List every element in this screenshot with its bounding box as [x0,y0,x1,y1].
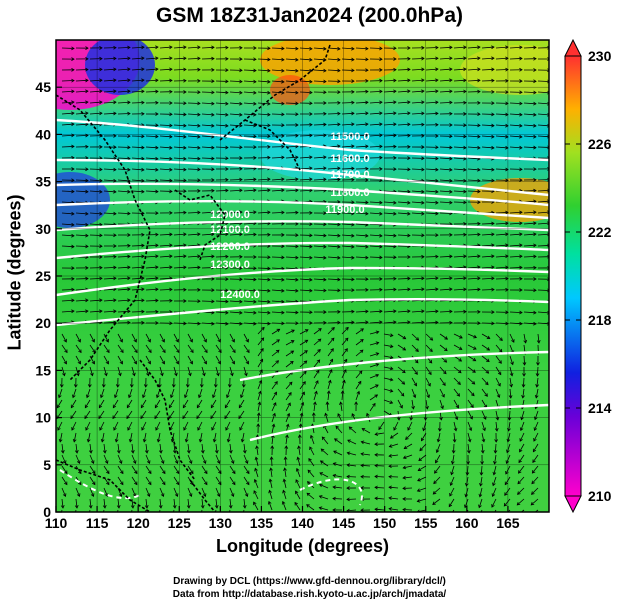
y-tick-label: 20 [35,315,51,331]
colorbar-tick-label: 226 [588,136,612,152]
y-tick-label: 5 [43,457,51,473]
contour-label: 12000.0 [210,209,250,221]
height-contour [239,350,549,382]
x-tick-label: 150 [373,515,397,531]
x-axis: 110 115 120 125 130 135 140 145 150 155 160 165 [45,506,520,531]
contour-label: 11700.0 [330,169,369,181]
height-contour [56,297,549,327]
colorbar: 210 214 218 222 226 230 [564,38,612,514]
y-tick-label: 10 [35,410,51,426]
height-contour [56,158,549,197]
contour-label: 11900.0 [325,204,364,216]
colorbar-tick-label: 218 [588,312,612,328]
contour-label: 12400.0 [220,289,260,301]
contour-label: 11600.0 [330,153,369,165]
y-axis: 0 5 10 15 20 25 30 35 40 45 [35,79,62,520]
contour-label: 11500.0 [330,131,369,143]
colorbar-tick-label: 230 [588,48,612,64]
height-contour [56,266,549,297]
y-tick-label: 45 [35,79,51,95]
height-contour [56,200,549,220]
x-tick-label: 110 [45,515,68,531]
chart-title: GSM 18Z31Jan2024 (200.0hPa) [155,4,463,27]
y-tick-label: 35 [35,174,51,190]
map-field: 11500.0 11600.0 11700.0 11800.0 11900.0 12000… [56,40,549,512]
height-contour [56,220,549,232]
contour-label: 12200.0 [210,241,250,253]
credit-drawing: Drawing by DCL (https://www.gfd-dennou.o… [173,576,446,587]
x-tick-label: 130 [209,515,233,531]
x-axis-label: Longitude (degrees) [215,536,389,556]
height-contours: 11500.0 11600.0 11700.0 11800.0 11900.0 12000… [56,118,549,506]
x-tick-label: 155 [414,515,438,531]
contour-label: 11800.0 [330,187,369,199]
x-tick-label: 115 [86,515,109,531]
colorbar-scale [564,55,582,497]
y-axis-label: Latitude (degrees) [4,194,25,351]
contour-label: 12100.0 [210,224,250,236]
y-tick-label: 25 [35,268,51,284]
colorbar-tick-label: 210 [588,488,612,504]
x-tick-label: 120 [126,515,150,531]
x-tick-label: 145 [332,515,356,531]
height-contour [56,182,549,207]
y-tick-label: 40 [35,126,51,142]
credit-data: Data from http://database.rish.kyoto-u.a… [172,589,447,600]
y-tick-label: 0 [43,504,51,520]
y-tick-label: 15 [35,362,51,378]
contour-label: 12300.0 [210,259,250,271]
x-tick-label: 165 [496,515,520,531]
height-contour [56,241,549,260]
colorbar-tick-label: 214 [588,400,612,416]
colorbar-max-arrow [564,38,582,57]
x-tick-label: 160 [455,515,479,531]
colorbar-min-arrow [564,495,582,514]
colorbar-tick-label: 222 [588,224,612,240]
x-tick-label: 140 [291,515,315,531]
x-tick-label: 135 [250,515,274,531]
y-tick-label: 30 [35,221,51,237]
x-tick-label: 125 [168,515,192,531]
coastlines [56,44,331,512]
